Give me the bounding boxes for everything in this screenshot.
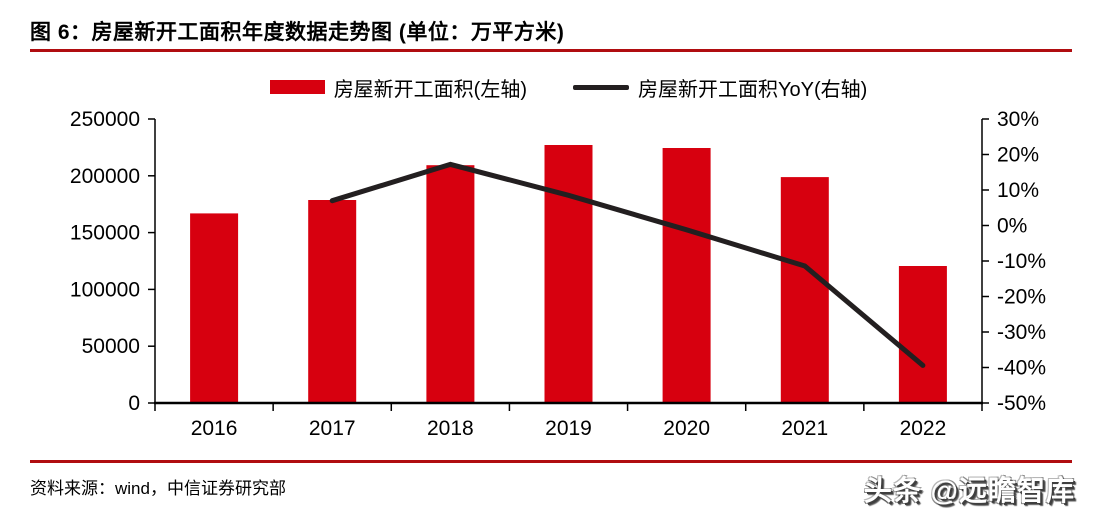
bar-2021 [780, 177, 829, 403]
right-axis-tick-label: 30% [997, 108, 1039, 131]
bar-2019 [544, 145, 593, 403]
chart-legend: 房屋新开工面积(左轴) 房屋新开工面积YoY(右轴) [155, 73, 982, 102]
line-series-swatch [573, 84, 630, 90]
bar-2018 [426, 165, 475, 403]
right-axis-tick-label: -10% [997, 250, 1046, 273]
right-axis-tick-label: 0% [997, 215, 1027, 238]
yoy-line-series [329, 161, 926, 368]
title-divider-rule [30, 49, 1072, 52]
source-note: 资料来源：wind，中信证券研究部 [30, 479, 286, 498]
figure-title: 图 6：房屋新开工面积年度数据走势图 (单位：万平方米) [30, 21, 565, 44]
legend-item-bar: 房屋新开工面积(左轴) [269, 73, 528, 102]
yoy-line [329, 161, 926, 368]
bar-2020 [662, 148, 711, 403]
x-axis-year-label: 2016 [191, 417, 238, 440]
legend-item-line: 房屋新开工面积YoY(右轴) [573, 73, 867, 102]
axis-labels: 0 50000 100000 150000 200000 250000 -50% -40% -3… [70, 108, 1046, 440]
left-axis-tick-label: 100000 [70, 278, 140, 301]
left-axis-tick-label: 50000 [82, 335, 140, 358]
left-axis-tick-label: 250000 [70, 108, 140, 131]
x-axis-year-label: 2018 [427, 417, 474, 440]
bar-series-swatch [269, 80, 325, 94]
x-axis-year-label: 2021 [781, 417, 828, 440]
left-axis-tick-label: 150000 [70, 222, 140, 245]
right-axis-tick-label: 10% [997, 179, 1039, 202]
right-axis-tick-label: -40% [997, 357, 1046, 380]
x-axis-year-label: 2017 [309, 417, 356, 440]
source-divider-rule [30, 460, 1072, 463]
x-axis-year-label: 2020 [663, 417, 710, 440]
left-axis-tick-label: 200000 [70, 165, 140, 188]
left-axis-tick-label: 0 [128, 392, 140, 415]
legend-bar-label: 房屋新开工面积(左轴) [333, 78, 528, 101]
right-axis-tick-label: 20% [997, 144, 1039, 167]
axes [148, 118, 989, 411]
bar-2022 [898, 266, 947, 403]
x-axis-year-label: 2022 [900, 417, 947, 440]
watermark-text: 头条 @远瞻智库 [863, 475, 1075, 506]
right-axis-tick-label: -50% [997, 392, 1046, 415]
bar-2016 [190, 213, 239, 403]
bar-series [190, 145, 947, 403]
right-axis-tick-label: -30% [997, 321, 1046, 344]
x-axis-year-label: 2019 [545, 417, 592, 440]
legend-line-label: 房屋新开工面积YoY(右轴) [638, 78, 868, 101]
right-axis-tick-label: -20% [997, 286, 1046, 309]
bar-2017 [308, 200, 357, 403]
